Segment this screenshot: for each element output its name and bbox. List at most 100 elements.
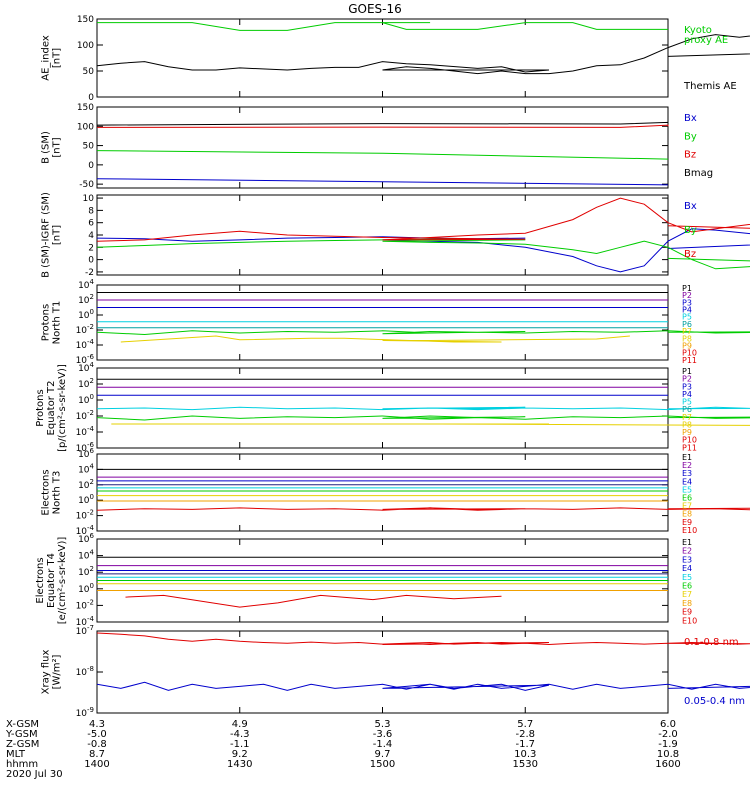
series-line-Kyoto-proxy-AE — [97, 22, 668, 31]
legend-entry: Kyoto — [684, 25, 712, 36]
series-line-Bz — [96, 124, 669, 128]
legend-entry: Bmag — [684, 168, 713, 179]
x-row-value: 5.3 — [375, 719, 391, 730]
y-axis-label: [W/m²] — [52, 654, 63, 689]
y-tick-label: 104 — [78, 361, 94, 374]
legend-entry: E7 — [682, 590, 692, 599]
y-tick-label: 10-4 — [76, 615, 95, 628]
legend-entry: By — [684, 225, 697, 236]
y-axis-label: [nT] — [52, 137, 63, 157]
plot-title: GOES-16 — [348, 2, 402, 16]
x-row-label: Z-GSM — [6, 739, 39, 750]
legend-entry: P1 — [682, 284, 692, 293]
y-axis-label: Equator T2 — [46, 381, 57, 436]
y-axis-label: Xray flux — [41, 650, 52, 695]
legend-entry: P4 — [682, 306, 692, 315]
panel-1-frame — [96, 18, 669, 98]
y-tick-label: 102 — [78, 377, 94, 390]
series-line-E9 — [96, 507, 750, 511]
y-tick-label: 100 — [78, 393, 94, 406]
y-tick-label: 10-9 — [76, 706, 94, 719]
y-tick-label: 10-6 — [76, 441, 95, 454]
series-line-P9 — [111, 423, 750, 426]
legend-entry: P2 — [682, 375, 692, 384]
y-tick-label: 10-4 — [76, 524, 95, 537]
legend-entry: E1 — [682, 453, 692, 462]
y-tick-label: 10-6 — [76, 353, 95, 366]
y-axis-label: B (SM)-IGRF (SM) — [41, 192, 52, 278]
x-row-value: 9.2 — [232, 749, 248, 760]
y-tick-label: 10-2 — [76, 509, 94, 522]
x-row-value: -5.0 — [87, 729, 107, 740]
legend-entry: E4 — [682, 477, 692, 486]
x-row-value: 4.9 — [232, 719, 248, 730]
x-row-value: 1400 — [84, 759, 109, 770]
y-axis-label: [nT] — [52, 225, 63, 245]
legend-entry: P2 — [682, 291, 692, 300]
x-row-value: -2.0 — [658, 729, 678, 740]
legend-entry: E9 — [682, 518, 692, 527]
y-tick-label: 10 — [83, 194, 95, 204]
legend-entry: E5 — [682, 485, 692, 494]
x-row-value: 9.7 — [375, 749, 391, 760]
x-row-value: -4.3 — [230, 729, 250, 740]
legend-entry: P11 — [682, 356, 697, 365]
legend-entry: P4 — [682, 390, 692, 399]
x-row-value: 10.3 — [514, 749, 536, 760]
x-row-value: 10.8 — [657, 749, 679, 760]
legend-entry: E4 — [682, 564, 692, 573]
legend-entry: E10 — [682, 616, 697, 625]
x-row-value: -1.4 — [373, 739, 393, 750]
legend-entry: P5 — [682, 398, 692, 407]
series-line-Themis-AE — [96, 34, 750, 75]
y-axis-label: Protons — [41, 304, 52, 341]
series-line-Bz — [96, 197, 750, 242]
y-tick-label: 102 — [78, 478, 94, 491]
panel-2-frame — [96, 106, 669, 189]
y-tick-label: 8 — [88, 206, 94, 216]
x-row-value: 5.7 — [517, 719, 533, 730]
y-tick-label: 50 — [83, 67, 95, 77]
y-tick-label: 4 — [88, 231, 94, 241]
series-line-P9 — [120, 335, 630, 343]
x-row-value: 1430 — [227, 759, 252, 770]
series-line-By — [96, 150, 669, 160]
x-row-label: hhmm — [6, 759, 38, 770]
y-tick-label: 150 — [77, 103, 94, 113]
legend-entry: By — [684, 131, 697, 142]
legend-entry: P8 — [682, 420, 692, 429]
legend-entry: E3 — [682, 469, 692, 478]
legend-entry: E6 — [682, 494, 692, 503]
y-tick-label: 0 — [88, 256, 94, 266]
y-axis-label: [p/(cm²-s-sr-keV)] — [57, 364, 68, 452]
legend-entry: P7 — [682, 327, 692, 336]
panel-5-frame — [96, 367, 669, 449]
panel-3-frame — [96, 194, 669, 276]
legend-entry: P9 — [682, 428, 692, 437]
y-tick-label: 100 — [78, 582, 94, 595]
y-tick-label: 10-7 — [76, 624, 94, 637]
legend-entry: E9 — [682, 608, 692, 617]
legend-entry: E2 — [682, 547, 692, 556]
x-row-label: Y-GSM — [5, 729, 38, 740]
legend-entry: 0.05-0.4 nm — [684, 696, 745, 707]
legend-entry: P3 — [682, 298, 692, 307]
y-axis-label: [e/(cm²-s-sr-keV)] — [57, 537, 68, 625]
legend-entry: Bx — [684, 113, 697, 124]
y-axis-label: Protons — [35, 389, 46, 426]
panel-6-frame — [96, 453, 669, 532]
legend-entry: E5 — [682, 573, 692, 582]
series-line-0-05-0-4-nm — [96, 681, 750, 691]
series-line-By — [96, 238, 750, 270]
x-row-value: -2.8 — [515, 729, 535, 740]
series-line-Bmag — [96, 121, 669, 126]
legend-entry: P8 — [682, 334, 692, 343]
legend-entry: P3 — [682, 382, 692, 391]
series-line-P5 — [96, 406, 750, 411]
y-axis-label: AE_index — [41, 35, 52, 81]
legend-entry: proxy AE — [684, 35, 728, 46]
y-tick-label: 10-4 — [76, 425, 95, 438]
legend-entry: E2 — [682, 461, 692, 470]
series-line-Bx — [96, 228, 750, 273]
